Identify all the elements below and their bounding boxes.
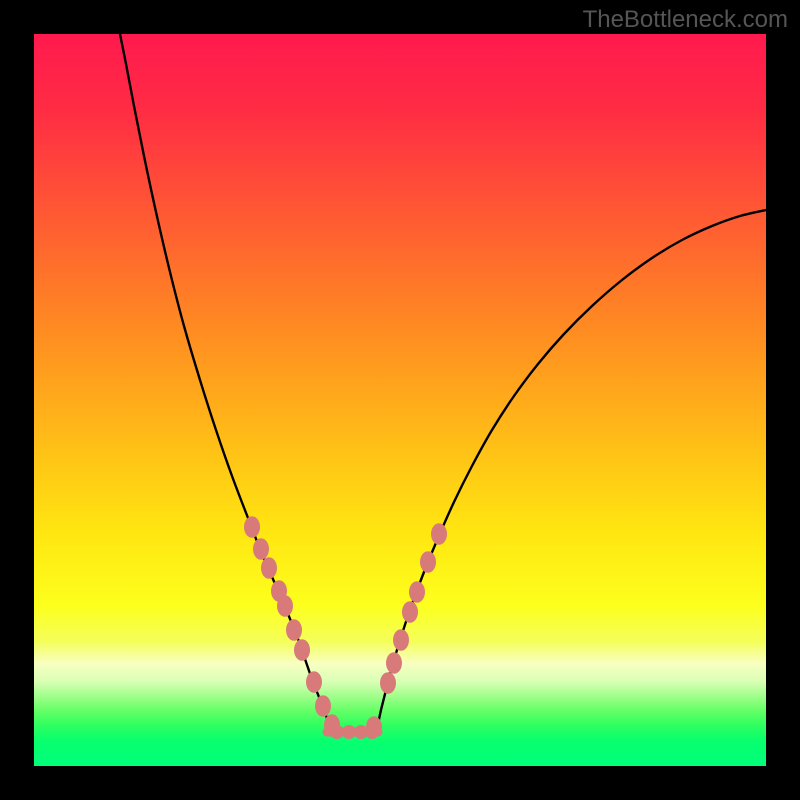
data-marker xyxy=(306,671,322,693)
data-marker xyxy=(261,557,277,579)
data-marker xyxy=(315,695,331,717)
curve-right xyxy=(378,210,766,724)
floor-dot xyxy=(365,725,379,739)
data-marker xyxy=(286,619,302,641)
data-marker xyxy=(393,629,409,651)
data-marker xyxy=(386,652,402,674)
floor-dot xyxy=(330,725,344,739)
data-marker xyxy=(409,581,425,603)
data-marker xyxy=(253,538,269,560)
data-marker xyxy=(420,551,436,573)
floor-dots xyxy=(330,725,379,739)
watermark-text: TheBottleneck.com xyxy=(583,6,788,34)
data-marker xyxy=(380,672,396,694)
plot-area xyxy=(34,34,766,766)
data-marker xyxy=(402,601,418,623)
data-marker xyxy=(277,595,293,617)
data-markers xyxy=(244,516,447,738)
curves-layer xyxy=(34,34,766,766)
data-marker xyxy=(294,639,310,661)
chart-root: TheBottleneck.com xyxy=(0,0,800,800)
data-marker xyxy=(431,523,447,545)
floor-dot xyxy=(342,725,356,739)
data-marker xyxy=(244,516,260,538)
